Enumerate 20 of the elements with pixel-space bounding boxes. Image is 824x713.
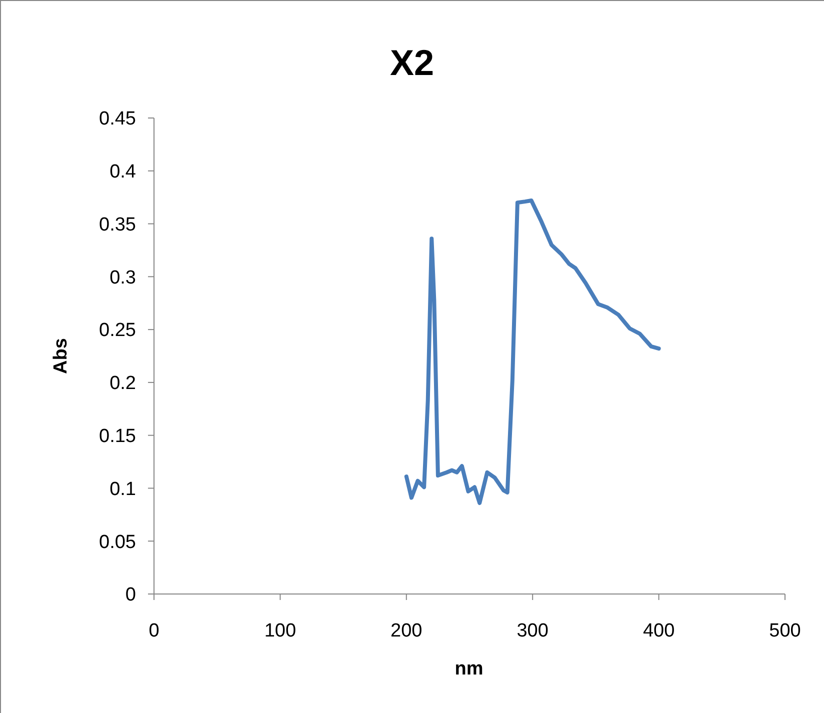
- x-tick-label: 0: [148, 620, 160, 642]
- line-series: [404, 198, 661, 506]
- x-tick-label: 200: [390, 620, 422, 642]
- x-tick-label: 400: [642, 620, 675, 642]
- y-tick-label: 0.25: [99, 320, 136, 342]
- x-tick-label: 100: [264, 620, 296, 642]
- chart-title: X2: [390, 42, 434, 83]
- x-tick-label: 500: [769, 620, 801, 642]
- y-tick-label: 0.05: [99, 532, 136, 553]
- y-tick-label: 0.2: [110, 373, 136, 394]
- y-tick-label: 0.45: [99, 108, 136, 130]
- x-tick-label: 300: [516, 620, 548, 642]
- y-axis-title: Abs: [50, 338, 72, 374]
- y-tick-label: 0.1: [110, 478, 136, 500]
- y-tick-label: 0.15: [99, 426, 136, 447]
- y-tick-label: 0.3: [110, 267, 136, 288]
- y-tick-label: 0.35: [99, 214, 136, 236]
- x-axis-title: nm: [454, 658, 484, 680]
- y-tick-label: 0.4: [110, 162, 136, 183]
- y-tick-label: 0: [125, 584, 136, 606]
